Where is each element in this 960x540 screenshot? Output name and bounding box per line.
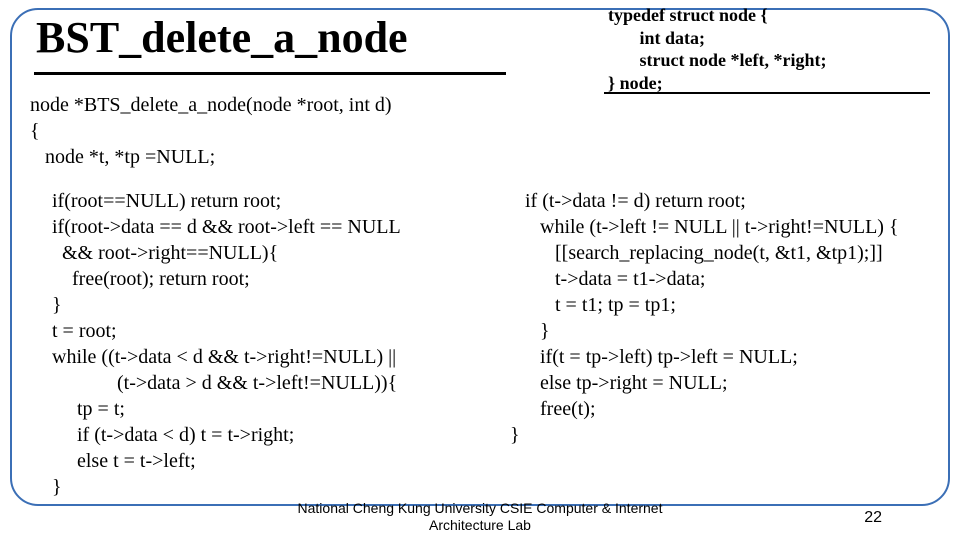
title-underline	[34, 72, 506, 75]
footer-attribution: National Cheng Kung University CSIE Comp…	[0, 500, 960, 534]
function-signature: node *BTS_delete_a_node(node *root, int …	[30, 92, 392, 170]
typedef-underline	[604, 92, 930, 94]
footer-line2: Architecture Lab	[429, 517, 531, 533]
typedef-block: typedef struct node { int data; struct n…	[608, 4, 826, 94]
slide-title: BST_delete_a_node	[36, 12, 408, 63]
page-number: 22	[864, 509, 882, 527]
footer-line1: National Cheng Kung University CSIE Comp…	[298, 500, 663, 516]
code-left-column: if(root==NULL) return root; if(root->dat…	[52, 188, 401, 500]
code-right-column: if (t->data != d) return root; while (t-…	[510, 188, 899, 448]
